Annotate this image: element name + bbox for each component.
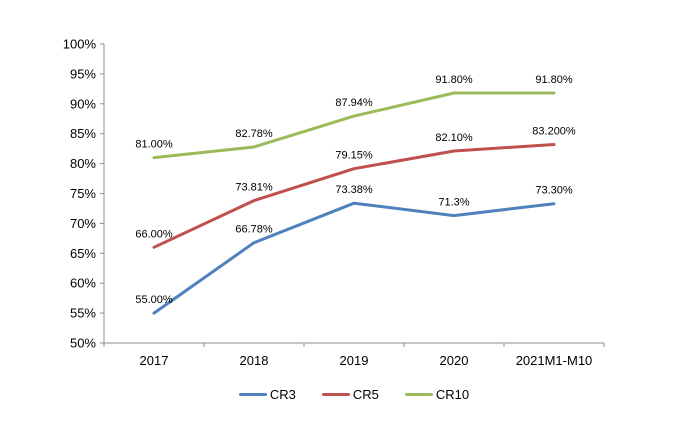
y-tick-label: 100% bbox=[63, 37, 97, 52]
x-tick-label: 2019 bbox=[340, 353, 369, 368]
y-tick-label: 90% bbox=[70, 96, 96, 111]
data-label-cr10: 91.80% bbox=[435, 74, 473, 86]
y-tick-label: 85% bbox=[70, 126, 96, 141]
data-label-cr3: 73.30% bbox=[535, 185, 573, 197]
legend-item-cr3: CR3 bbox=[238, 387, 296, 402]
data-label-cr10: 81.00% bbox=[135, 139, 173, 151]
data-label-cr10: 91.80% bbox=[535, 74, 573, 86]
cr3-line-swatch-icon bbox=[238, 393, 267, 396]
data-label-cr10: 87.94% bbox=[335, 97, 373, 109]
y-tick-label: 70% bbox=[70, 216, 96, 231]
data-label-cr5: 66.00% bbox=[135, 228, 173, 240]
cr5-line-swatch-icon bbox=[321, 393, 350, 396]
x-tick-label: 2020 bbox=[440, 353, 469, 368]
legend-label-cr5: CR5 bbox=[352, 387, 379, 402]
y-tick-label: 65% bbox=[70, 246, 96, 261]
legend-item-cr10: CR10 bbox=[404, 387, 470, 402]
series-line-cr10 bbox=[152, 91, 556, 160]
data-label-cr3: 55.00% bbox=[135, 294, 173, 306]
data-label-cr5: 79.15% bbox=[335, 150, 373, 162]
data-label-cr3: 66.78% bbox=[235, 224, 273, 236]
chart-legend: CR3 CR5 CR10 bbox=[104, 388, 604, 401]
legend-label-cr10: CR10 bbox=[435, 387, 470, 402]
data-label-cr10: 82.78% bbox=[235, 128, 273, 140]
x-tick-label: 2021M1-M10 bbox=[516, 353, 593, 368]
y-tick-label: 75% bbox=[70, 186, 96, 201]
data-label-cr3: 71.3% bbox=[438, 197, 469, 209]
y-tick-label: 55% bbox=[70, 306, 96, 321]
legend-label-cr3: CR3 bbox=[269, 387, 296, 402]
series-line-cr3 bbox=[152, 201, 556, 315]
y-tick-label: 60% bbox=[70, 276, 96, 291]
legend-item-cr5: CR5 bbox=[321, 387, 379, 402]
y-tick-label: 95% bbox=[70, 66, 96, 81]
y-tick-label: 80% bbox=[70, 156, 96, 171]
data-label-cr5: 73.81% bbox=[235, 182, 273, 194]
data-label-cr5: 82.10% bbox=[435, 132, 473, 144]
series-line-cr5 bbox=[152, 143, 556, 249]
data-label-cr5: 83.200% bbox=[532, 126, 576, 138]
x-tick-label: 2018 bbox=[240, 353, 269, 368]
y-tick-label: 50% bbox=[70, 336, 96, 351]
x-tick-label: 2017 bbox=[140, 353, 169, 368]
data-label-cr3: 73.38% bbox=[335, 184, 373, 196]
cr10-line-swatch-icon bbox=[404, 393, 433, 396]
